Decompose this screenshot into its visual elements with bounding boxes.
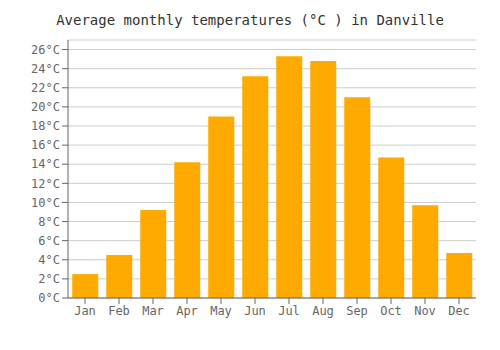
svg-text:10°C: 10°C (31, 196, 60, 210)
svg-text:May: May (210, 304, 232, 318)
svg-text:12°C: 12°C (31, 177, 60, 191)
svg-text:4°C: 4°C (38, 253, 60, 267)
svg-text:Feb: Feb (108, 304, 130, 318)
svg-text:6°C: 6°C (38, 234, 60, 248)
html-text:Average monthly temperatures (: Average monthly temperatures (°C ) in Da… (56, 12, 444, 28)
svg-text:Jun: Jun (244, 304, 266, 318)
svg-text:8°C: 8°C (38, 215, 60, 229)
svg-text:Mar: Mar (142, 304, 164, 318)
svg-text:22°C: 22°C (31, 81, 60, 95)
svg-text:Aug: Aug (312, 304, 334, 318)
svg-text:2°C: 2°C (38, 272, 60, 286)
svg-text:14°C: 14°C (31, 157, 60, 171)
svg-text:Apr: Apr (176, 304, 198, 318)
svg-text:16°C: 16°C (31, 138, 60, 152)
svg-text:0°C: 0°C (38, 291, 60, 305)
svg-text:20°C: 20°C (31, 100, 60, 114)
svg-text:24°C: 24°C (31, 62, 60, 76)
svg-text:Oct: Oct (380, 304, 402, 318)
svg-text:Jan: Jan (74, 304, 96, 318)
svg-text:Dec: Dec (448, 304, 470, 318)
svg-text:18°C: 18°C (31, 119, 60, 133)
svg-text:Nov: Nov (414, 304, 436, 318)
svg-text:26°C: 26°C (31, 43, 60, 57)
svg-text:Sep: Sep (346, 304, 368, 318)
svg-text:Jul: Jul (278, 304, 300, 318)
